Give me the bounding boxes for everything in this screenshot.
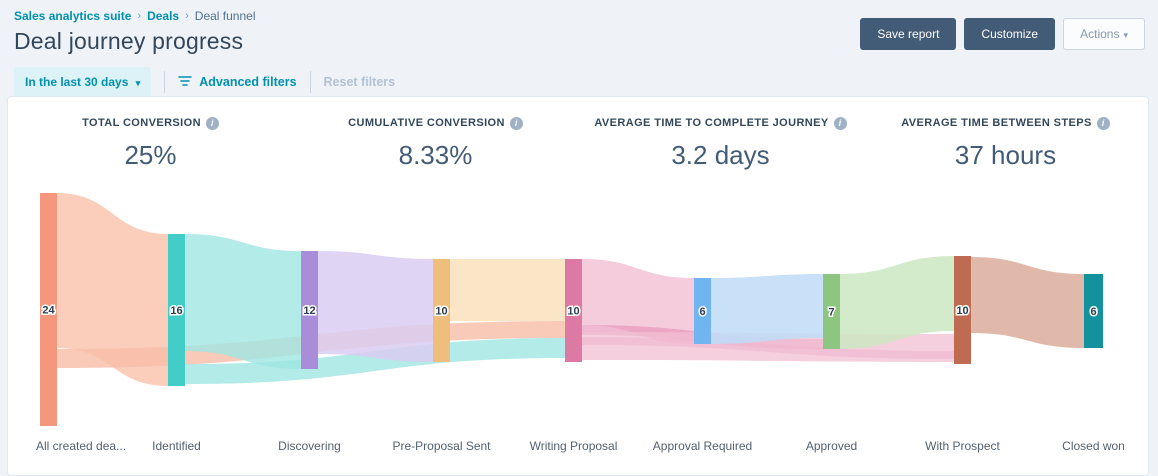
stat-value: 3.2 days [671, 140, 770, 170]
breadcrumb-separator: › [137, 10, 142, 22]
node-discovering[interactable] [301, 251, 318, 369]
node-value-approval-required: 6 [699, 306, 705, 318]
advanced-filters-label: Advanced filters [199, 75, 297, 89]
filter-icon [178, 75, 193, 90]
divider [164, 71, 166, 93]
node-value-writing-proposal: 10 [567, 306, 579, 318]
stat-label: AVERAGE TIME BETWEEN STEPS [901, 117, 1092, 129]
node-value-discovering: 12 [303, 305, 315, 317]
info-icon[interactable]: i [833, 116, 847, 130]
stat-cumulative-conversion: CUMULATIVE CONVERSION i 8.33% [293, 113, 578, 171]
flow-approved-to-with-prospect[interactable] [840, 256, 954, 349]
actions-button-label: Actions [1080, 27, 1120, 41]
breadcrumb-deals[interactable]: Deals [147, 9, 180, 23]
stage-label-writing-proposal: Writing Proposal [529, 439, 618, 453]
node-identified[interactable] [168, 234, 185, 386]
advanced-filters-button[interactable]: Advanced filters [178, 75, 297, 90]
stat-total-conversion: TOTAL CONVERSION i 25% [8, 113, 293, 171]
stat-value: 8.33% [398, 140, 473, 170]
stage-label-with-prospect: With Prospect [925, 439, 1000, 453]
sankey-svg: 24 16 12 10 10 6 7 10 6 [40, 193, 1103, 426]
divider [309, 71, 311, 93]
stage-label-discovering: Discovering [278, 439, 341, 453]
stat-avg-time-complete-journey: AVERAGE TIME TO COMPLETE JOURNEY i 3.2 da… [578, 113, 863, 171]
flow-identified-to-discovering[interactable] [185, 234, 301, 369]
stage-label-approved: Approved [805, 439, 858, 453]
flow-all-created-deals-to-identified[interactable] [57, 193, 168, 386]
node-value-closed-won: 6 [1090, 306, 1096, 318]
stage-labels: All created dea... Identified Discovering P… [8, 439, 1150, 455]
info-icon[interactable]: i [509, 116, 523, 130]
breadcrumb: Sales analytics suite › Deals › Deal fun… [14, 9, 1144, 23]
node-approved[interactable] [823, 274, 840, 349]
report-card: TOTAL CONVERSION i 25% CUMULATIVE CONVERS… [7, 96, 1149, 476]
node-pre-proposal-sent[interactable] [433, 259, 450, 362]
stat-value: 25% [124, 140, 177, 170]
page-header: Sales analytics suite › Deals › Deal fun… [0, 0, 1158, 55]
flow-discovering-to-pre-proposal-sent[interactable] [318, 251, 433, 362]
stage-label-pre-proposal-sent: Pre-Proposal Sent [392, 439, 491, 453]
flow-with-prospect-to-closed-won[interactable] [971, 257, 1084, 348]
flow-pre-proposal-sent-to-writing-proposal[interactable] [450, 259, 565, 321]
node-all-created-deals[interactable] [40, 193, 57, 426]
page-title: Deal journey progress [14, 28, 244, 54]
filter-bar: In the last 30 days ▾ Advanced filters R… [0, 55, 1158, 111]
stage-label-approval-required: Approval Required [652, 439, 753, 453]
info-icon[interactable]: i [1096, 116, 1110, 130]
flow-identified-to-writing-proposal[interactable] [185, 338, 565, 384]
stage-label-closed-won: Closed won [1062, 439, 1125, 453]
date-range-filter[interactable]: In the last 30 days ▾ [14, 67, 152, 97]
breadcrumb-separator: › [185, 10, 189, 22]
node-writing-proposal[interactable] [565, 259, 582, 362]
breadcrumb-deal-funnel: Deal funnel [194, 9, 256, 23]
stat-avg-time-between-steps: AVERAGE TIME BETWEEN STEPS i 37 hours [863, 113, 1148, 171]
info-icon[interactable]: i [205, 116, 219, 130]
flow-writing-proposal-to-approval-required[interactable] [582, 259, 694, 344]
caret-down-icon: ▾ [1123, 30, 1128, 40]
flow-approval-required-to-approved[interactable] [711, 274, 823, 344]
stat-label: TOTAL CONVERSION [82, 117, 201, 129]
reset-filters-button[interactable]: Reset filters [323, 75, 396, 89]
stage-label-identified: Identified [152, 439, 201, 453]
node-closed-won[interactable] [1084, 274, 1103, 348]
header-buttons: Save report Customize Actions ▾ [860, 18, 1145, 50]
caret-down-icon: ▾ [135, 78, 141, 88]
node-value-approved: 7 [828, 307, 834, 319]
actions-button[interactable]: Actions ▾ [1063, 18, 1145, 50]
stat-label: AVERAGE TIME TO COMPLETE JOURNEY [594, 117, 829, 129]
stage-label-all-created-deals: All created dea... [36, 439, 127, 453]
save-report-button[interactable]: Save report [860, 18, 957, 50]
node-with-prospect[interactable] [954, 256, 971, 364]
node-value-with-prospect: 10 [956, 305, 968, 317]
node-value-identified: 16 [170, 305, 182, 317]
stat-value: 37 hours [954, 140, 1057, 170]
stat-label: CUMULATIVE CONVERSION [348, 117, 505, 129]
sankey-chart: 24 16 12 10 10 6 7 10 6 [8, 181, 1150, 433]
node-approval-required[interactable] [694, 278, 711, 344]
breadcrumb-sales-analytics-suite[interactable]: Sales analytics suite [14, 9, 132, 23]
node-value-all-created-deals: 24 [42, 305, 55, 317]
customize-button[interactable]: Customize [964, 18, 1056, 50]
stats-row: TOTAL CONVERSION i 25% CUMULATIVE CONVERS… [8, 97, 1148, 171]
node-value-pre-proposal-sent: 10 [435, 306, 447, 318]
date-range-label: In the last 30 days [25, 75, 129, 89]
